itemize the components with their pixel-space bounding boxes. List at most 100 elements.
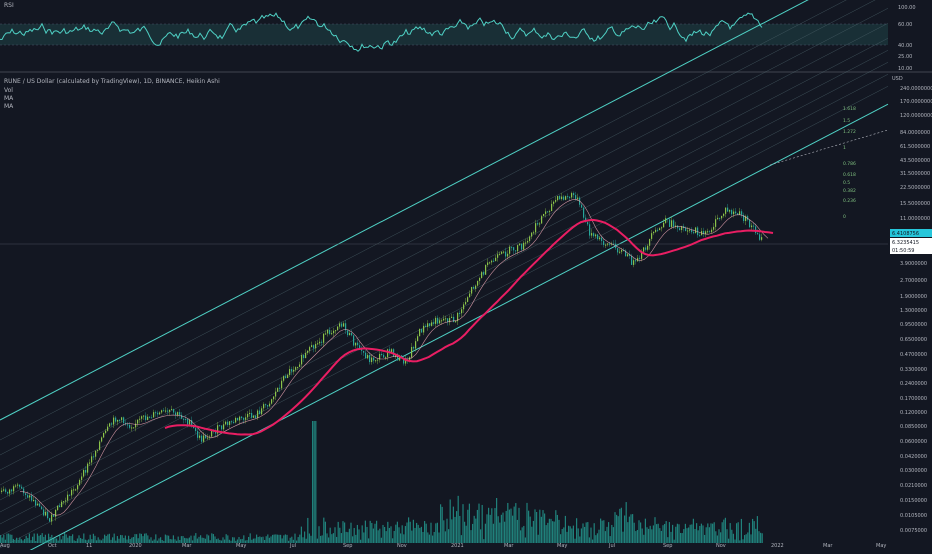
volume-bar <box>240 539 242 543</box>
volume-bar <box>217 538 219 543</box>
volume-bar <box>436 522 438 543</box>
volume-bar <box>539 509 541 543</box>
volume-bar <box>153 539 155 543</box>
volume-bar <box>544 513 546 543</box>
fib-level-line-1 <box>0 0 876 456</box>
indicator-ma-1[interactable]: MA <box>4 95 14 102</box>
close-price-value: 6.3235415 <box>892 240 919 246</box>
price-axis-label: 0.0300000 <box>900 468 927 474</box>
volume-bar <box>569 526 571 543</box>
candle <box>603 241 605 245</box>
volume-bar <box>444 531 446 543</box>
candle <box>105 430 107 433</box>
volume-bar <box>488 507 490 543</box>
volume-bar <box>440 504 442 543</box>
volume-bar <box>110 539 112 543</box>
volume-bar <box>673 539 675 543</box>
candle <box>547 211 549 213</box>
volume-bar <box>40 534 42 543</box>
candle <box>357 342 359 346</box>
candle <box>143 415 145 417</box>
volume-bar <box>560 534 562 543</box>
price-axis-label: 1.9000000 <box>900 294 927 300</box>
candle <box>203 435 205 442</box>
volume-bar <box>688 527 690 543</box>
volume-bar <box>692 518 694 543</box>
candle <box>559 196 561 200</box>
volume-bar <box>494 508 496 543</box>
candle <box>551 203 553 212</box>
volume-bar <box>256 534 258 543</box>
volume-bar <box>566 531 568 543</box>
volume-bar <box>180 536 182 543</box>
time-axis-label-9: 2021 <box>451 543 464 549</box>
volume-bar <box>22 540 24 543</box>
volume-bar <box>680 532 682 543</box>
time-axis-label-17: May <box>876 543 886 549</box>
volume-bar <box>68 535 70 543</box>
volume-bar <box>320 535 322 543</box>
candle <box>103 432 105 438</box>
candle <box>87 463 89 473</box>
volume-bar <box>433 531 435 543</box>
candle <box>59 505 61 508</box>
volume-bar <box>348 528 350 543</box>
volume-bar <box>296 540 298 543</box>
candle <box>259 410 261 415</box>
candle <box>729 210 731 212</box>
volume-bar <box>113 533 115 543</box>
rsi-band <box>0 24 888 45</box>
indicator-vol[interactable]: Vol <box>4 87 13 94</box>
volume-bar <box>155 534 157 543</box>
fib-label-5: 0.618 <box>843 172 856 178</box>
volume-bar <box>193 535 195 543</box>
candle <box>375 360 377 362</box>
candle <box>441 320 443 322</box>
candle <box>81 476 83 480</box>
candle <box>55 509 57 517</box>
price-axis-label: 1.3000000 <box>900 308 927 314</box>
volume-bar <box>334 527 336 543</box>
volume-bar <box>454 516 456 543</box>
volume-bar <box>689 524 691 543</box>
candle <box>703 231 705 234</box>
volume-bar <box>508 509 510 543</box>
volume-bar <box>476 509 478 543</box>
volume-bar <box>577 528 579 543</box>
volume-bar <box>744 535 746 543</box>
volume-bar <box>164 534 166 543</box>
candle <box>743 214 745 221</box>
candle <box>691 229 693 233</box>
candle <box>37 503 39 506</box>
candle <box>671 220 673 227</box>
time-axis-label-15: 2022 <box>771 543 784 549</box>
projection-line <box>769 129 889 166</box>
volume-bar <box>102 538 104 543</box>
volume-bar <box>523 525 525 543</box>
volume-bar <box>601 520 603 543</box>
candle <box>217 425 219 434</box>
indicator-ma-2[interactable]: MA <box>4 103 14 110</box>
volume-bar <box>3 534 5 543</box>
volume-bar <box>702 525 704 543</box>
candle <box>455 321 457 323</box>
candle <box>609 243 611 245</box>
volume-bar <box>385 531 387 543</box>
last-price-value: 6.4108756 <box>892 231 919 237</box>
candle <box>147 416 149 420</box>
candle <box>93 456 95 458</box>
candle <box>77 485 79 490</box>
candle <box>7 491 9 494</box>
volume-bar <box>131 537 133 543</box>
volume-bar <box>382 524 384 543</box>
volume-bar <box>152 540 154 543</box>
volume-bar <box>166 535 168 543</box>
volume-bar <box>715 531 717 543</box>
volume-bar <box>112 537 114 543</box>
volume-bar <box>571 528 573 543</box>
volume-bar <box>11 534 13 543</box>
volume-bar <box>406 522 408 543</box>
fib-label-2: 1.272 <box>843 129 856 135</box>
